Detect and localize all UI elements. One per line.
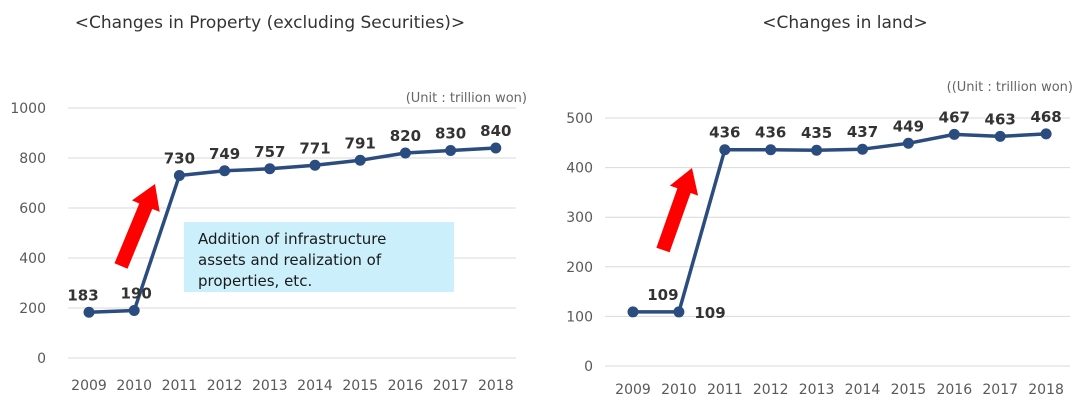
land-y-tick-label: 400 [566, 161, 593, 177]
land-y-tick-label: 500 [566, 111, 593, 127]
property-unit-label: (Unit : trillion won) [406, 91, 527, 106]
land-data-label: 435 [801, 124, 832, 142]
land-y-tick-label: 300 [566, 210, 593, 226]
land-x-tick-label: 2009 [615, 382, 651, 398]
property-chart-title: <Changes in Property (excluding Securiti… [75, 13, 465, 33]
land-x-tick-label: 2014 [845, 382, 881, 398]
property-x-tick-label: 2017 [433, 378, 469, 394]
land-chart-title: <Changes in land> [762, 13, 927, 33]
land-data-point [902, 137, 914, 149]
property-chart-svg: <Changes in Property (excluding Securiti… [10, 13, 527, 394]
land-data-label: 109 [647, 286, 678, 304]
land-data-point [994, 130, 1006, 142]
property-data-point [264, 163, 276, 175]
land-data-label: 467 [939, 108, 970, 126]
property-x-tick-label: 2012 [207, 378, 243, 394]
property-x-tick-label: 2009 [71, 378, 107, 394]
land-x-tick-label: 2015 [891, 382, 927, 398]
property-x-tick-label: 2016 [388, 378, 424, 394]
land-data-point [673, 306, 685, 318]
land-data-label: 468 [1030, 108, 1061, 126]
property-data-label: 749 [209, 145, 240, 163]
property-data-label: 830 [435, 125, 466, 143]
property-x-tick-label: 2018 [478, 378, 514, 394]
property-data-point [445, 145, 457, 156]
land-data-point [948, 128, 960, 140]
property-annotation-box [184, 222, 454, 292]
property-annotation-text: assets and realization of [198, 251, 382, 269]
property-data-label: 771 [299, 139, 330, 157]
property-series-line [88, 146, 496, 315]
land-x-tick-label: 2010 [661, 382, 697, 398]
property-chart: <Changes in Property (excluding Securiti… [0, 0, 540, 402]
land-increase-arrow [656, 168, 699, 253]
property-y-tick-label: 800 [19, 151, 46, 167]
land-x-tick-label: 2012 [753, 382, 789, 398]
land-series-line [633, 132, 1047, 314]
land-data-label: 436 [709, 124, 740, 142]
property-y-tick-label: 200 [19, 301, 46, 317]
property-data-label: 791 [345, 134, 376, 152]
land-data-label: 437 [847, 123, 878, 141]
land-data-point [627, 306, 639, 318]
property-y-tick-label: 600 [19, 201, 46, 217]
land-y-tick-label: 200 [566, 260, 593, 276]
land-data-label: 436 [755, 124, 786, 142]
property-data-point [354, 154, 366, 166]
land-data-point [1040, 128, 1052, 140]
property-data-point [173, 170, 185, 181]
property-annotation-text: properties, etc. [198, 272, 312, 290]
property-x-tick-label: 2011 [162, 378, 198, 394]
land-data-label: 463 [985, 110, 1016, 128]
land-chart-svg: <Changes in land> ((Unit : trillion won) 0… [566, 13, 1073, 398]
land-x-tick-label: 2018 [1028, 382, 1064, 398]
land-chart: <Changes in land> ((Unit : trillion won) 0… [545, 0, 1081, 402]
land-y-tick-label: 0 [584, 359, 593, 375]
property-data-point [128, 305, 140, 316]
property-data-label: 757 [254, 143, 285, 161]
property-data-label: 183 [67, 286, 98, 304]
property-x-tick-label: 2014 [297, 378, 333, 394]
property-x-tick-label: 2013 [252, 378, 288, 394]
land-data-point [811, 144, 823, 156]
property-data-label: 840 [480, 122, 511, 140]
property-data-point [490, 142, 502, 154]
property-y-tick-label: 1000 [10, 101, 46, 117]
land-x-tick-label: 2013 [799, 382, 835, 398]
land-x-tick-label: 2017 [982, 382, 1018, 398]
property-data-point [309, 159, 321, 171]
property-x-tick-label: 2015 [342, 378, 378, 394]
land-x-tick-label: 2011 [707, 382, 743, 398]
property-data-point [399, 147, 411, 159]
property-y-tick-label: 400 [19, 251, 46, 267]
property-x-tick-label: 2010 [116, 378, 152, 394]
property-data-point [83, 306, 95, 318]
land-y-tick-label: 100 [566, 309, 593, 325]
land-data-label: 109 [694, 304, 725, 322]
property-annotation-text: Addition of infrastructure [198, 230, 386, 248]
property-increase-arrow [114, 184, 160, 269]
property-data-point [219, 165, 231, 177]
land-data-label: 449 [893, 117, 924, 135]
land-data-point [857, 143, 868, 155]
land-data-point [719, 144, 731, 156]
property-y-tick-label: 0 [37, 351, 46, 367]
property-data-label: 190 [121, 285, 152, 303]
property-data-label: 730 [164, 150, 195, 168]
land-x-tick-label: 2016 [936, 382, 972, 398]
land-data-point [765, 144, 777, 156]
land-unit-label: ((Unit : trillion won) [947, 80, 1073, 95]
property-data-label: 820 [390, 127, 421, 145]
